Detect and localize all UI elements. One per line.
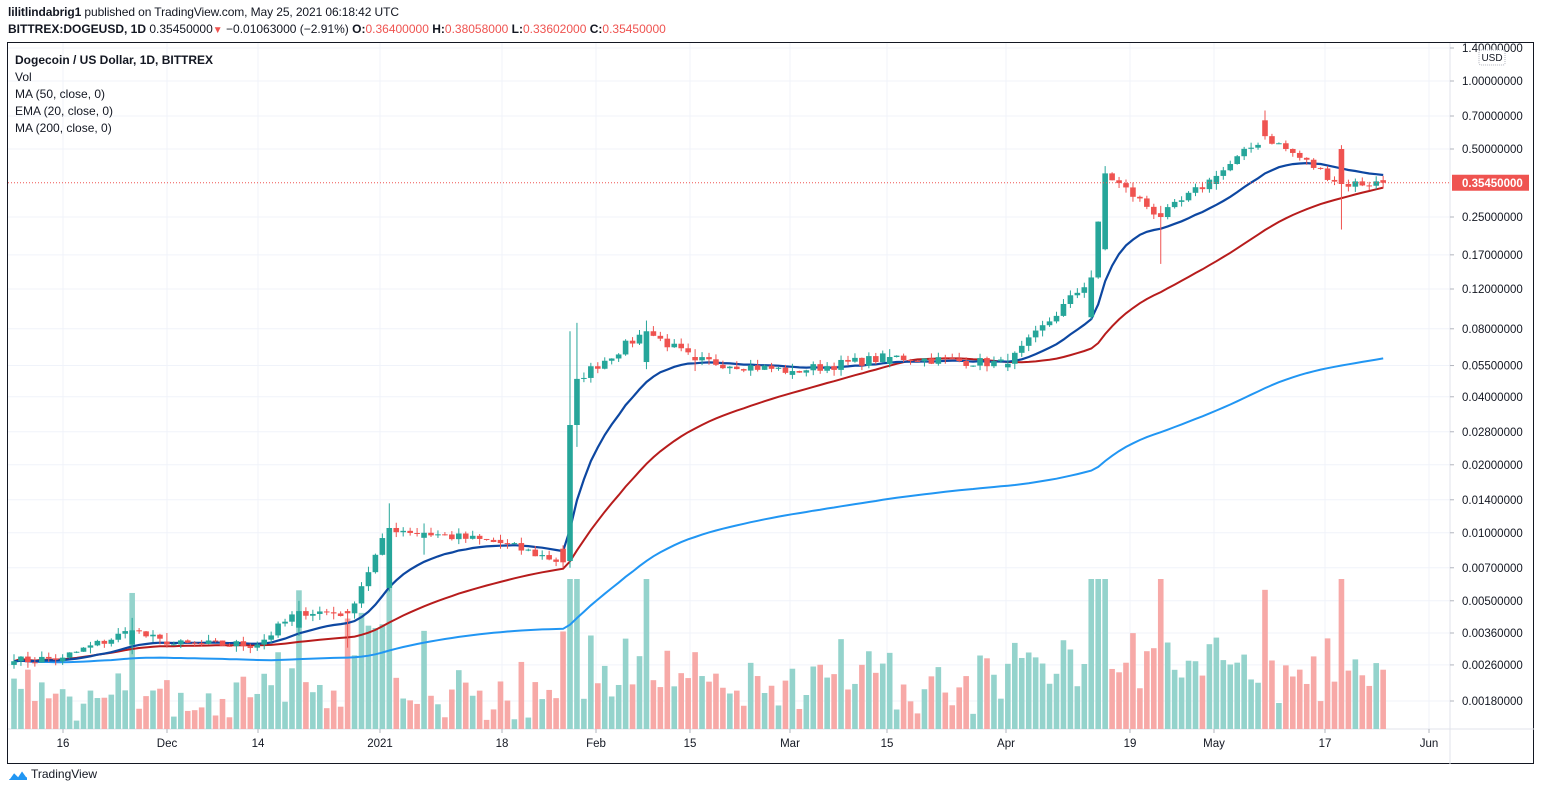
- time-tick-label: Feb: [586, 738, 606, 750]
- time-tick-label: 2021: [367, 738, 393, 750]
- symbol-label: BITTREX:DOGEUSD, 1D: [8, 22, 147, 36]
- legend-ema20[interactable]: EMA (20, close, 0): [15, 104, 114, 118]
- time-tick-label: Dec: [157, 738, 178, 750]
- price-tick-label: 0.17000000: [1462, 250, 1523, 262]
- ohlc-close-label: C:: [589, 22, 603, 36]
- legend-ma200[interactable]: MA (200, close, 0): [15, 121, 112, 135]
- time-tick-label: 18: [496, 738, 509, 750]
- chart-legend: Dogecoin / US Dollar, 1D, BITTREX Vol MA…: [15, 52, 213, 137]
- tradingview-brand[interactable]: TradingView: [8, 767, 97, 781]
- price-tick-label: 1.40000000: [1462, 43, 1523, 55]
- time-tick-label: May: [1203, 738, 1225, 750]
- price-tick-label: 0.00500000: [1462, 596, 1523, 608]
- currency-label: USD: [1481, 53, 1502, 64]
- current-price-label: 0.35450000: [1462, 178, 1523, 190]
- publish-info: lilitlindabrig1 published on TradingView…: [8, 5, 399, 19]
- price-change: −0.01063000 (−2.91%): [226, 22, 349, 36]
- price-tick-label: 0.05500000: [1462, 361, 1523, 373]
- price-tick-label: 0.00360000: [1462, 628, 1523, 640]
- time-tick-label: 19: [1124, 738, 1137, 750]
- price-tick-label: 0.50000000: [1462, 144, 1523, 156]
- ema20-line: [13, 161, 1384, 663]
- ohlc-low-label: L:: [511, 22, 523, 36]
- ma50-line: [13, 186, 1384, 663]
- ohlc-low-value: 0.33602000: [522, 22, 587, 36]
- price-axis[interactable]: 1.40000000 1.00000000 0.70000000 0.50000000…: [1450, 43, 1523, 708]
- brand-name: TradingView: [31, 767, 98, 781]
- time-tick-label: 15: [684, 738, 697, 750]
- ohlc-high-label: H:: [432, 22, 445, 36]
- legend-ma50[interactable]: MA (50, close, 0): [15, 87, 106, 101]
- price-tick-label: 0.00260000: [1462, 660, 1523, 672]
- symbol-info-bar: BITTREX:DOGEUSD, 1D 0.35450000▼ −0.01063…: [8, 22, 666, 36]
- price-tick-label: 0.02800000: [1462, 427, 1523, 439]
- chart-frame: [7, 42, 1534, 764]
- ma200-line: [13, 357, 1384, 664]
- volume-bars: [11, 579, 1386, 729]
- ohlc-close-value: 0.35450000: [602, 22, 666, 36]
- last-price: 0.35450000: [149, 22, 213, 36]
- time-tick-label: 14: [252, 738, 265, 750]
- ohlc-high-value: 0.38058000: [444, 22, 509, 36]
- price-tick-label: 0.02000000: [1462, 460, 1523, 472]
- legend-title: Dogecoin / US Dollar, 1D, BITTREX: [15, 53, 214, 67]
- down-triangle-icon: ▼: [212, 25, 223, 36]
- price-tick-label: 0.04000000: [1462, 392, 1523, 404]
- price-tick-label: 0.08000000: [1462, 324, 1523, 336]
- price-tick-label: 0.70000000: [1462, 111, 1523, 123]
- time-tick-label: 15: [881, 738, 894, 750]
- price-tick-label: 0.12000000: [1462, 284, 1523, 296]
- time-tick-label: 17: [1319, 738, 1332, 750]
- price-tick-label: 0.01400000: [1462, 495, 1523, 507]
- price-tick-label: 0.25000000: [1462, 212, 1523, 224]
- time-axis[interactable]: 16 Dec 14 2021 18 Feb 15 Mar 15 Apr 19 May 17 Jun: [57, 729, 1439, 750]
- ohlc-open-value: 0.36400000: [365, 22, 429, 36]
- price-tick-label: 0.00180000: [1462, 696, 1523, 708]
- time-tick-label: Apr: [997, 738, 1015, 750]
- price-tick-label: 0.01000000: [1462, 528, 1523, 540]
- currency-badge[interactable]: [1478, 49, 1506, 66]
- publish-text: published on TradingView.com, May 25, 20…: [84, 5, 399, 19]
- grid: [8, 43, 1450, 729]
- current-price-tag: [1452, 174, 1529, 191]
- candlesticks: [11, 110, 1386, 669]
- price-tick-label: 0.00700000: [1462, 563, 1523, 575]
- legend-volume[interactable]: Vol: [15, 70, 32, 84]
- author-name: lilitlindabrig1: [8, 5, 82, 19]
- time-tick-label: Mar: [780, 738, 800, 750]
- time-tick-label: Jun: [1420, 738, 1439, 750]
- ohlc-open-label: O:: [352, 22, 366, 36]
- time-tick-label: 16: [57, 738, 70, 750]
- tradingview-logo-icon: [8, 768, 28, 780]
- price-tick-label: 1.00000000: [1462, 76, 1523, 88]
